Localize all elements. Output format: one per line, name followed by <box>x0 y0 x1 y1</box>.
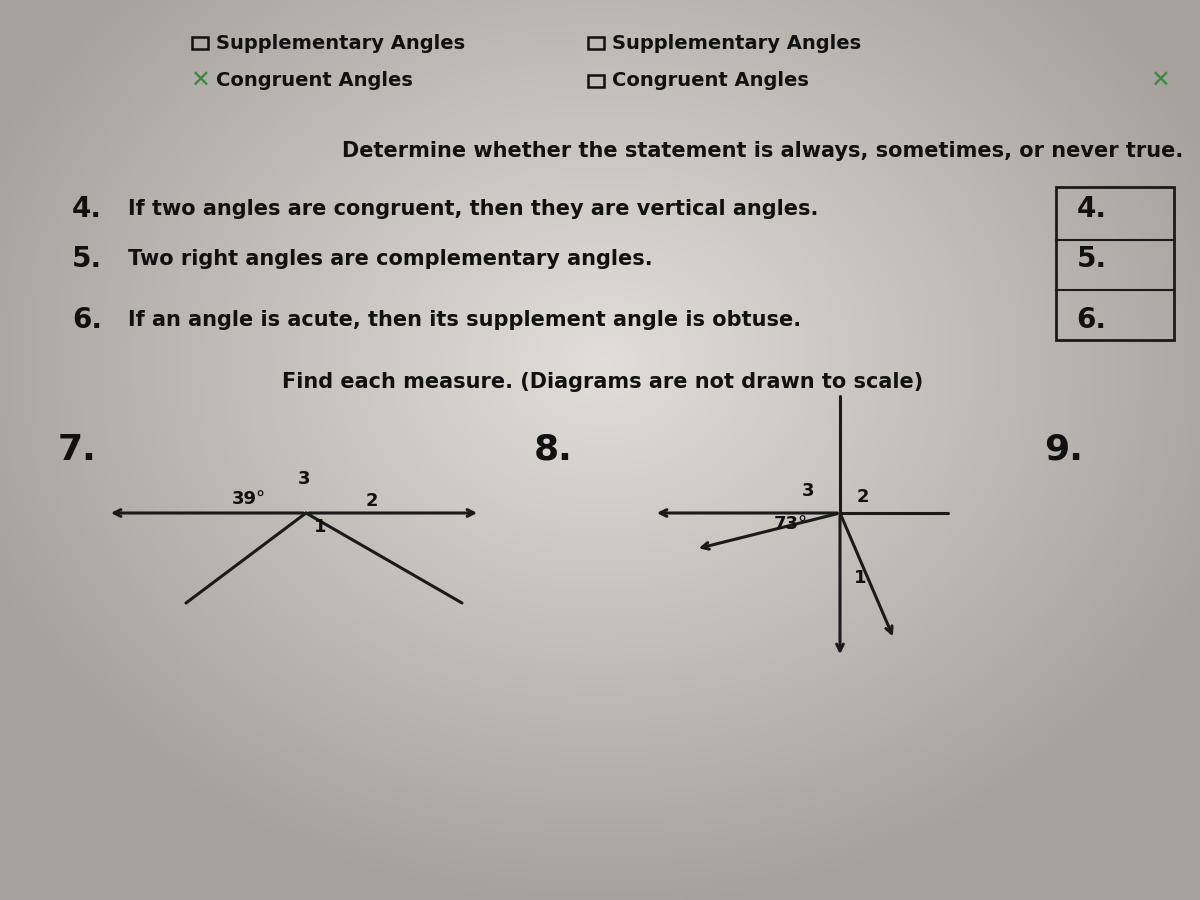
Text: Find each measure. (Diagrams are not drawn to scale): Find each measure. (Diagrams are not dra… <box>282 373 923 392</box>
Text: Congruent Angles: Congruent Angles <box>612 71 809 91</box>
Text: Supplementary Angles: Supplementary Angles <box>612 33 862 53</box>
Text: 1: 1 <box>314 518 326 536</box>
Text: If two angles are congruent, then they are vertical angles.: If two angles are congruent, then they a… <box>128 199 818 219</box>
Text: 2: 2 <box>366 492 378 510</box>
Text: ✕: ✕ <box>1150 69 1169 93</box>
Bar <box>588 75 604 86</box>
Text: 3: 3 <box>298 470 310 488</box>
Text: ✕: ✕ <box>190 69 209 93</box>
Text: 9.: 9. <box>1044 433 1082 467</box>
Text: 7.: 7. <box>58 433 96 467</box>
Text: If an angle is acute, then its supplement angle is obtuse.: If an angle is acute, then its supplemen… <box>128 310 802 329</box>
Text: 1: 1 <box>854 569 866 587</box>
Text: 8.: 8. <box>534 433 572 467</box>
Text: 4.: 4. <box>72 194 102 223</box>
Text: 73°: 73° <box>774 515 808 533</box>
Text: 5.: 5. <box>1076 245 1106 274</box>
Bar <box>1056 187 1174 340</box>
Text: 2: 2 <box>857 488 869 506</box>
Text: 39°: 39° <box>232 491 265 508</box>
Text: Determine whether the statement is always, sometimes, or never true.: Determine whether the statement is alway… <box>342 141 1183 161</box>
Text: Two right angles are complementary angles.: Two right angles are complementary angle… <box>128 249 653 269</box>
Text: 5.: 5. <box>72 245 102 274</box>
Text: Congruent Angles: Congruent Angles <box>216 71 413 91</box>
Text: 6.: 6. <box>1076 305 1106 334</box>
Bar <box>588 37 604 49</box>
Text: 4.: 4. <box>1076 194 1106 223</box>
Text: 3: 3 <box>802 482 814 500</box>
Text: 6.: 6. <box>72 305 102 334</box>
Text: Supplementary Angles: Supplementary Angles <box>216 33 466 53</box>
Bar <box>192 37 208 49</box>
